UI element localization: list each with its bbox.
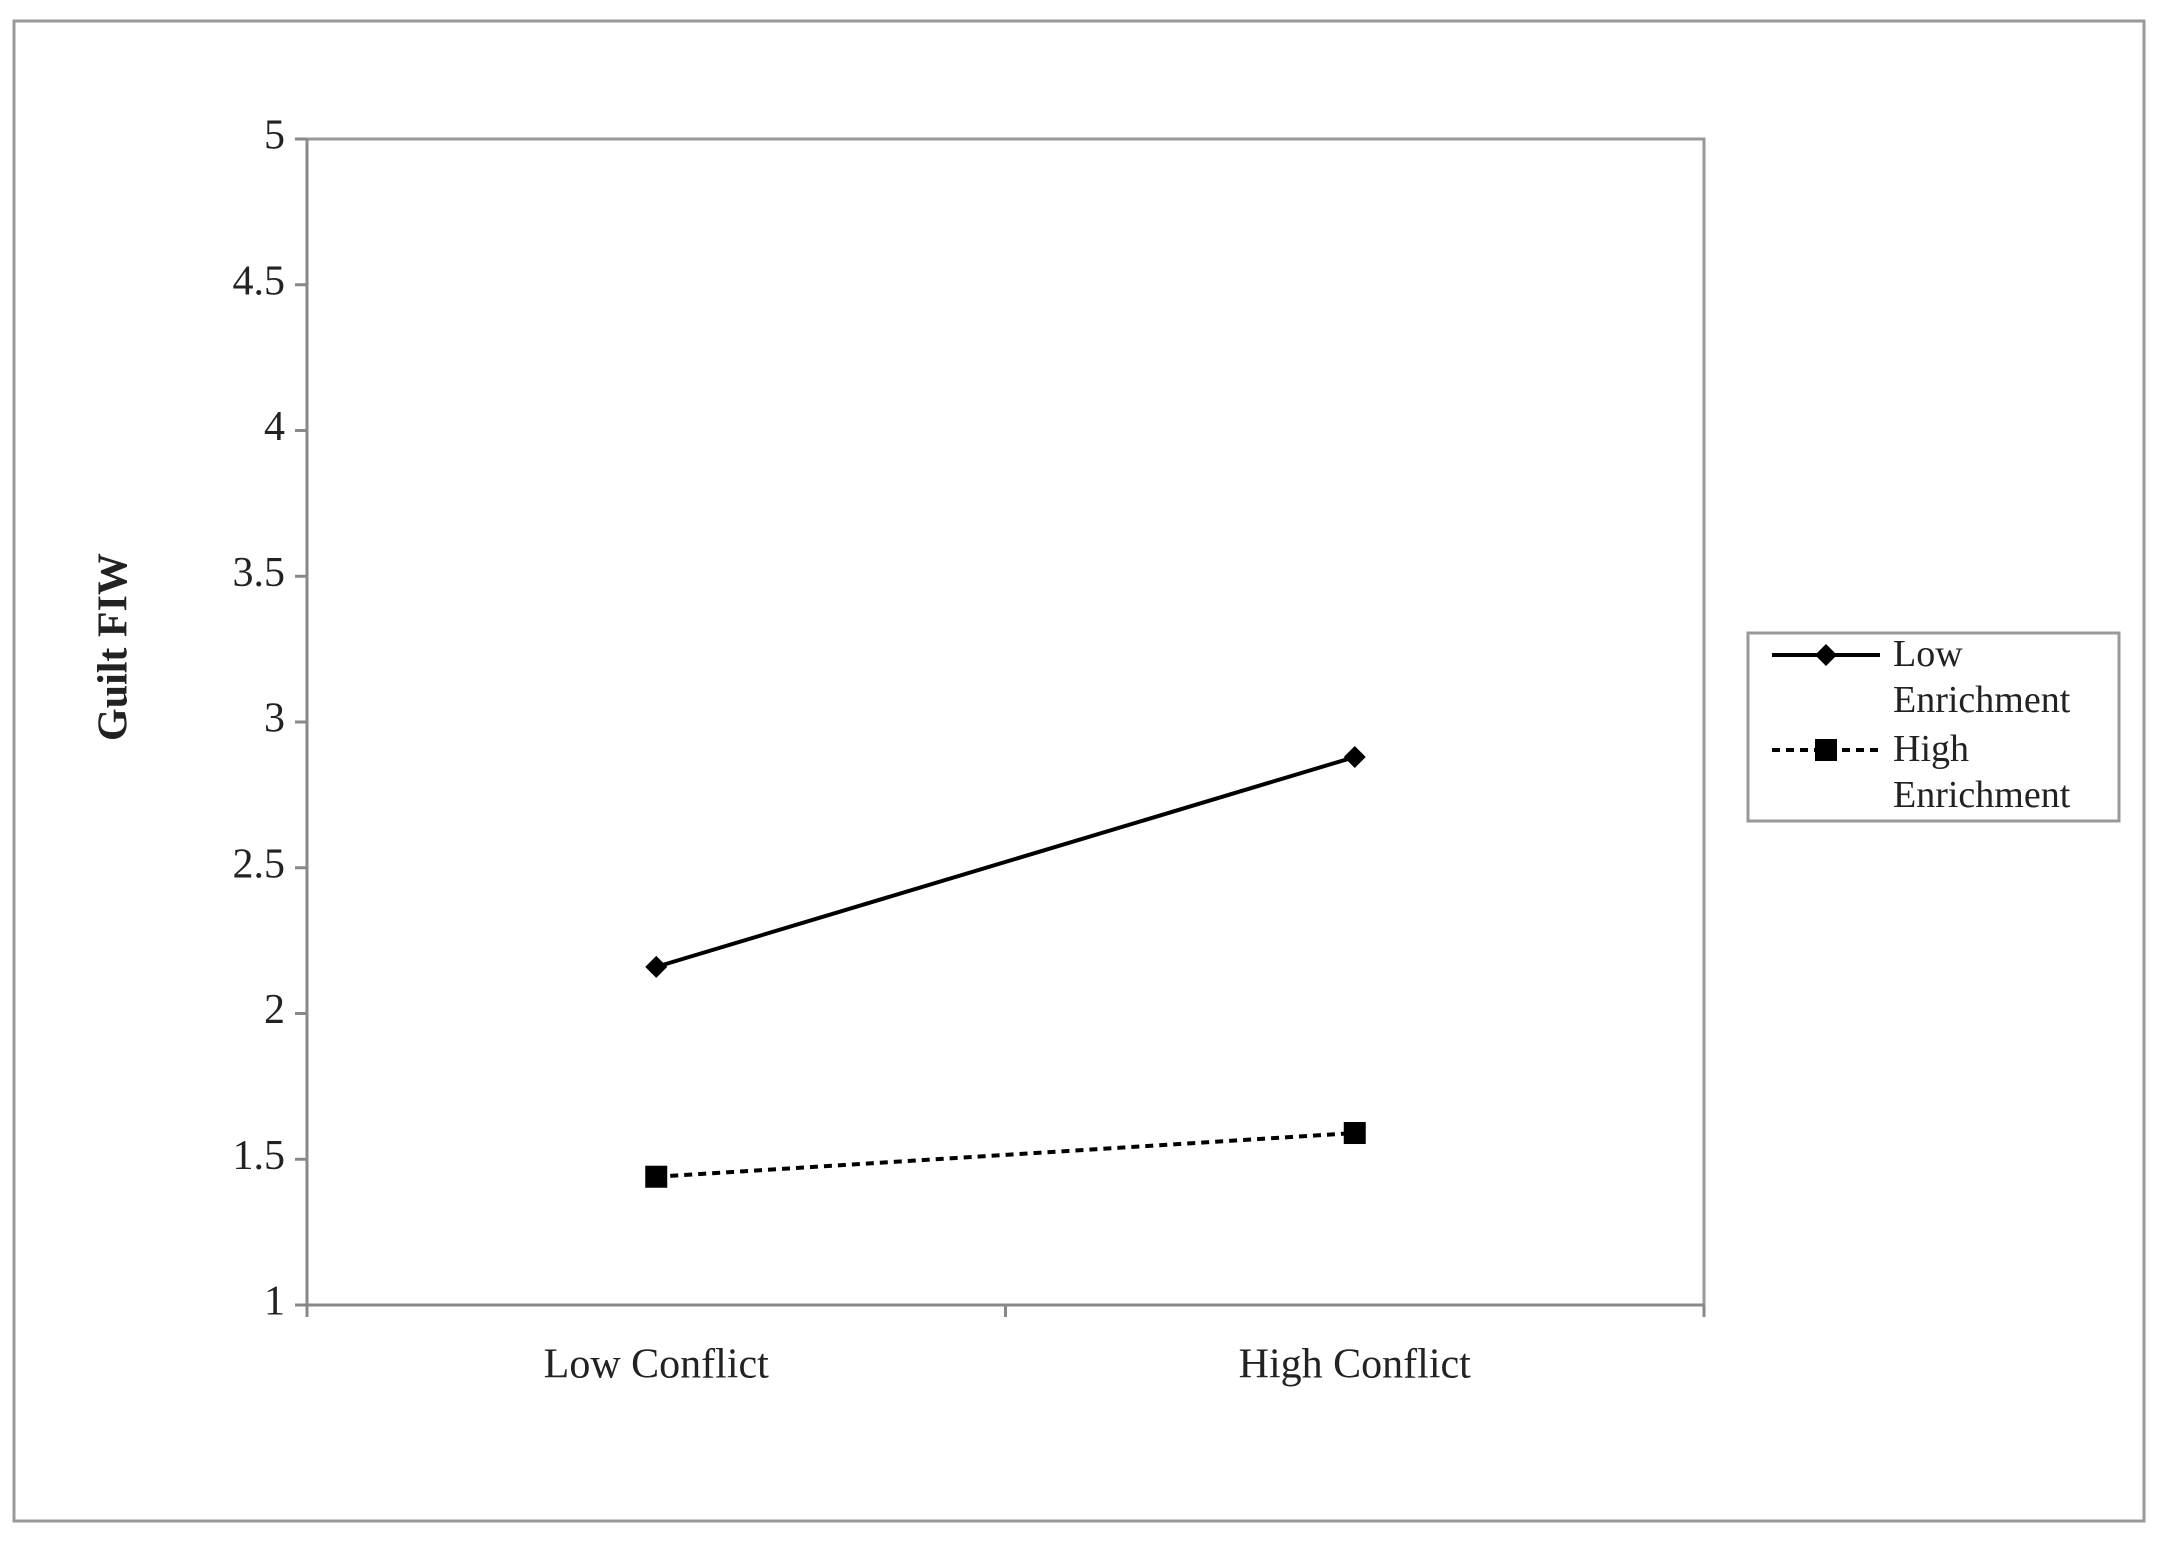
y-tick-label: 1.5 bbox=[233, 1133, 286, 1179]
data-point bbox=[1343, 1122, 1366, 1145]
data-point bbox=[1343, 745, 1366, 768]
y-tick-label: 3 bbox=[264, 696, 285, 742]
y-tick-label: 1 bbox=[264, 1279, 285, 1325]
series-line bbox=[655, 755, 1356, 969]
x-tick-label: High Conflict bbox=[1239, 1342, 1471, 1388]
series-line bbox=[656, 1131, 1355, 1179]
legend-label: Low Enrichment bbox=[1893, 633, 2071, 721]
data-point bbox=[645, 955, 668, 978]
marker bbox=[1815, 644, 1837, 666]
plot-area bbox=[305, 137, 1706, 1307]
legend-label: High Enrichment bbox=[1893, 728, 2071, 816]
y-tick-label: 4.5 bbox=[233, 258, 286, 304]
y-tick-label: 2 bbox=[264, 987, 285, 1033]
marker bbox=[1815, 739, 1837, 761]
legend-box bbox=[1746, 631, 2121, 823]
y-axis-label: Guilt FIW bbox=[91, 553, 137, 741]
y-tick-label: 5 bbox=[264, 113, 285, 159]
y-tick-label: 4 bbox=[264, 404, 285, 450]
y-tick-label: 2.5 bbox=[233, 841, 286, 887]
x-tick-label: Low Conflict bbox=[544, 1342, 769, 1388]
data-point bbox=[645, 1165, 668, 1188]
y-tick-label: 3.5 bbox=[233, 550, 286, 596]
